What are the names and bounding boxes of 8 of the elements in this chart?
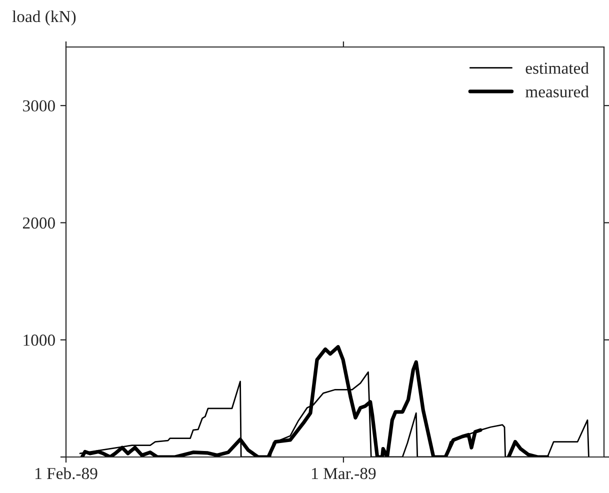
legend-label: measured [525,86,589,98]
y-tick-label: 3000 [23,100,55,112]
legend-label: estimated [526,62,589,74]
y-tick-label: 1000 [24,334,55,346]
x-tick-label: 1 Mar.-89 [312,468,376,480]
x-tick-label: 1 Feb.-89 [36,467,98,480]
y-tick-label: 2000 [22,217,55,229]
y-axis-title: load (kN) [12,10,76,26]
